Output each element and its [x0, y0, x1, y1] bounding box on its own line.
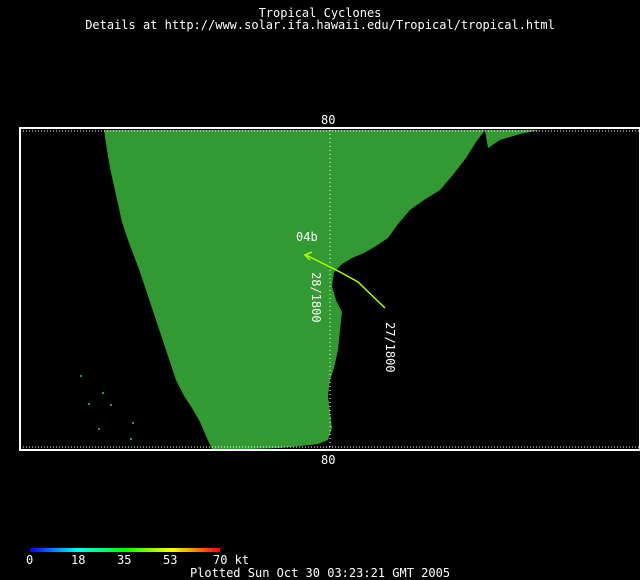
map-title: Tropical Cyclones: [258, 6, 382, 20]
scale-tick: 70 kt: [213, 553, 250, 567]
island: [98, 428, 100, 430]
storm-track: [305, 254, 386, 309]
island: [80, 375, 82, 377]
scale-tick: 0: [26, 553, 34, 567]
scale-tick: 18: [71, 553, 86, 567]
details-url: Details at http://www.solar.ifa.hawaii.e…: [85, 18, 555, 32]
coast-detail: [485, 130, 540, 148]
island: [110, 404, 112, 406]
map-frame: [19, 127, 640, 451]
plotted-timestamp: Plotted Sun Oct 30 03:23:21 GMT 2005: [189, 566, 451, 580]
island: [88, 403, 90, 405]
india-landmass: [104, 130, 485, 449]
track-arrowhead: [303, 251, 313, 261]
storm-id-label: 04b: [296, 230, 318, 244]
track-time-label: 27/1800: [383, 322, 397, 373]
intensity-scale-bar: [30, 548, 220, 552]
track-time-label: 28/1800: [309, 272, 323, 323]
island: [102, 392, 104, 394]
island: [132, 422, 134, 424]
scale-tick: 35: [117, 553, 132, 567]
longitude-label-bottom: 80: [321, 453, 336, 467]
longitude-label-top: 80: [321, 113, 336, 127]
island: [130, 438, 132, 440]
scale-tick: 53: [163, 553, 178, 567]
